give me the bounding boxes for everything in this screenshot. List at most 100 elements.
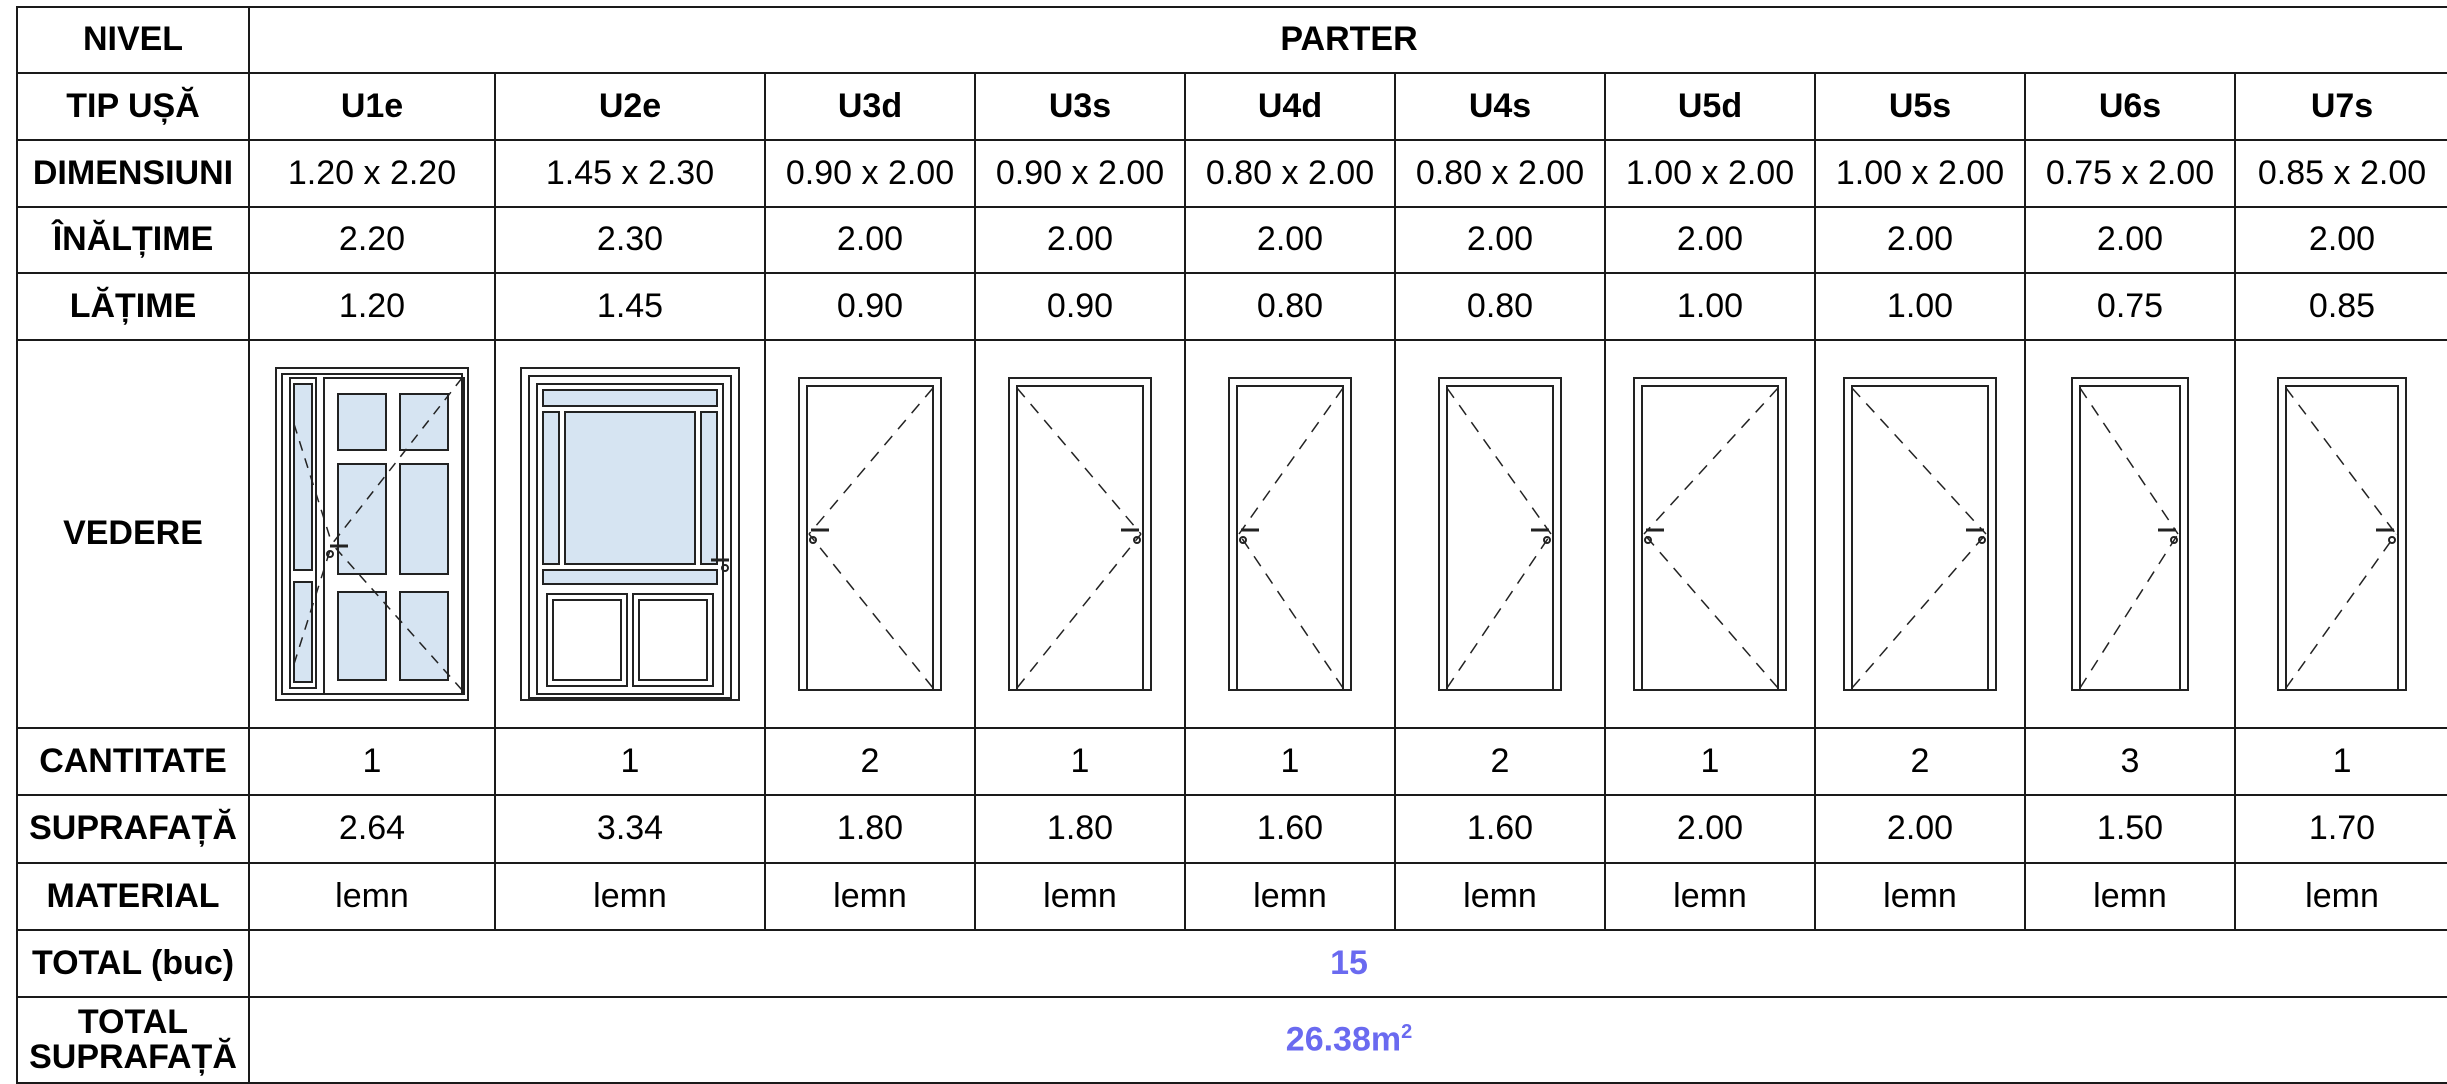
door-right-handle-icon [1843, 376, 1997, 691]
door-width: 0.80 [1394, 272, 1606, 341]
label-cantitate: CANTITATE [16, 726, 250, 797]
label-suprafata: SUPRAFAȚĂ [16, 794, 250, 864]
door-right-handle-icon [1438, 376, 1562, 691]
label-total-suprafata-line1: TOTAL [77, 1002, 189, 1041]
door-area: 1.50 [2024, 794, 2236, 864]
door-dimensions: 0.85 x 2.00 [2233, 138, 2447, 209]
label-dimensiuni: DIMENSIUNI [16, 138, 250, 209]
door-quantity: 1 [2233, 726, 2447, 797]
label-latime: LĂȚIME [16, 272, 250, 341]
door-quantity: 1 [974, 726, 1186, 797]
door-dimensions: 0.75 x 2.00 [2024, 138, 2236, 209]
door-width: 0.90 [974, 272, 1186, 341]
door-left-handle-icon [798, 376, 942, 691]
door-area: 1.80 [974, 794, 1186, 864]
row-latime: LĂȚIME 1.20 1.45 0.90 0.90 0.80 0.80 1.0… [16, 272, 2447, 341]
door-area: 2.00 [1814, 794, 2026, 864]
door-right-handle-icon [2277, 376, 2408, 691]
door-area: 1.70 [2233, 794, 2447, 864]
total-suprafata-value: 26.38m2 [247, 996, 2447, 1084]
door-height: 2.00 [764, 206, 976, 275]
row-tip-usa: TIP UȘĂ U1e U2e U3d U3s U4d U4s U5d U5s … [16, 72, 2447, 141]
door-width: 1.00 [1604, 272, 1816, 341]
door-view [974, 338, 1186, 729]
row-material: MATERIAL lemn lemn lemn lemn lemn lemn l… [16, 861, 2447, 932]
door-area: 3.34 [494, 794, 766, 864]
door-area: 1.60 [1394, 794, 1606, 864]
door-width: 0.75 [2024, 272, 2236, 341]
row-dimensiuni: DIMENSIUNI 1.20 x 2.20 1.45 x 2.30 0.90 … [16, 138, 2447, 209]
door-material: lemn [974, 861, 1186, 932]
door-quantity: 2 [1394, 726, 1606, 797]
label-vedere: VEDERE [16, 338, 250, 729]
door-material: lemn [248, 861, 496, 932]
row-cantitate: CANTITATE 1 1 2 1 1 2 1 2 3 1 [16, 726, 2447, 797]
row-total-suprafata: TOTAL SUPRAFAȚĂ 26.38m2 [16, 996, 2447, 1084]
door-type: U6s [2024, 72, 2236, 141]
door-left-handle-icon [1633, 376, 1787, 691]
door-quantity: 1 [494, 726, 766, 797]
door-area: 1.60 [1184, 794, 1396, 864]
door-type: U2e [494, 72, 766, 141]
level-name: PARTER [247, 5, 2447, 75]
door-type: U5d [1604, 72, 1816, 141]
row-total-buc: TOTAL (buc) 15 [16, 929, 2447, 999]
door-width: 0.80 [1184, 272, 1396, 341]
door-schedule-table: NIVEL PARTER TIP UȘĂ U1e U2e U3d U3s U4d… [16, 5, 2447, 1084]
entrance-door-sidelight-icon [275, 366, 469, 701]
entrance-door-glazed-icon [520, 366, 740, 701]
door-height: 2.20 [248, 206, 496, 275]
door-height: 2.00 [1814, 206, 2026, 275]
door-view [1604, 338, 1816, 729]
door-right-handle-icon [2071, 376, 2189, 691]
door-width: 1.00 [1814, 272, 2026, 341]
door-height: 2.00 [1394, 206, 1606, 275]
door-type: U1e [248, 72, 496, 141]
door-dimensions: 1.45 x 2.30 [494, 138, 766, 209]
door-height: 2.00 [1184, 206, 1396, 275]
door-material: lemn [2233, 861, 2447, 932]
door-width: 1.45 [494, 272, 766, 341]
door-type: U5s [1814, 72, 2026, 141]
door-material: lemn [1814, 861, 2026, 932]
door-quantity: 3 [2024, 726, 2236, 797]
door-height: 2.00 [2233, 206, 2447, 275]
row-nivel: NIVEL PARTER [16, 5, 2447, 75]
label-total-buc: TOTAL (buc) [16, 929, 250, 999]
row-vedere: VEDERE [16, 338, 2447, 729]
door-type: U7s [2233, 72, 2447, 141]
door-material: lemn [764, 861, 976, 932]
label-total-suprafata-line2: SUPRAFAȚĂ [29, 1038, 237, 1077]
door-area: 2.00 [1604, 794, 1816, 864]
door-view [494, 338, 766, 729]
label-nivel: NIVEL [16, 5, 250, 75]
door-type: U4d [1184, 72, 1396, 141]
door-width: 0.90 [764, 272, 976, 341]
door-dimensions: 1.00 x 2.00 [1814, 138, 2026, 209]
total-suprafata-exponent: 2 [1401, 1021, 1413, 1044]
row-suprafata: SUPRAFAȚĂ 2.64 3.34 1.80 1.80 1.60 1.60 … [16, 794, 2447, 864]
door-height: 2.00 [974, 206, 1186, 275]
door-type: U4s [1394, 72, 1606, 141]
total-buc-value: 15 [247, 929, 2447, 999]
label-material: MATERIAL [16, 861, 250, 932]
door-height: 2.00 [1604, 206, 1816, 275]
door-quantity: 1 [1184, 726, 1396, 797]
door-view [1184, 338, 1396, 729]
door-dimensions: 1.00 x 2.00 [1604, 138, 1816, 209]
door-type: U3d [764, 72, 976, 141]
door-view [1394, 338, 1606, 729]
door-material: lemn [2024, 861, 2236, 932]
door-dimensions: 0.80 x 2.00 [1184, 138, 1396, 209]
label-inaltime: ÎNĂLȚIME [16, 206, 250, 275]
door-quantity: 1 [1604, 726, 1816, 797]
door-quantity: 1 [248, 726, 496, 797]
label-tip-usa: TIP UȘĂ [16, 72, 250, 141]
door-material: lemn [1184, 861, 1396, 932]
door-material: lemn [1394, 861, 1606, 932]
door-view [2233, 338, 2447, 729]
door-right-handle-icon [1008, 376, 1152, 691]
door-view [248, 338, 496, 729]
door-dimensions: 1.20 x 2.20 [248, 138, 496, 209]
total-suprafata-number: 26.38m [1285, 1020, 1402, 1059]
